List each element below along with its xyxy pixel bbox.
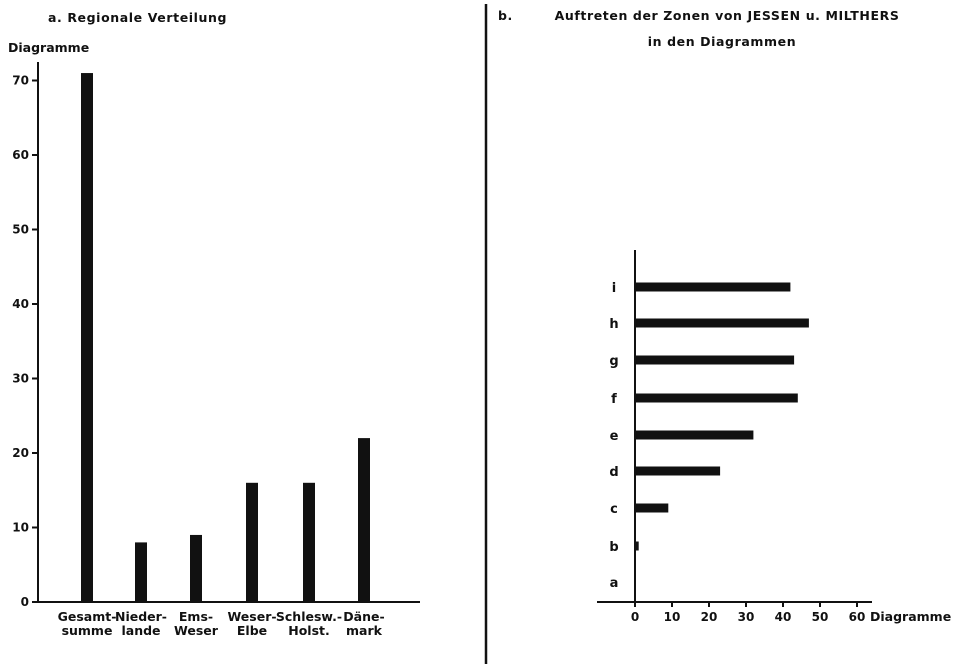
- panel-a-category-label: Nieder-: [115, 609, 167, 624]
- panel-a-category-label: Schlesw.-: [276, 609, 342, 624]
- panel-b-x-tick-label: 30: [738, 610, 755, 624]
- panel-b-bar: [635, 430, 754, 440]
- panel-b-bar: [635, 503, 669, 513]
- panel-a-bar: [135, 542, 147, 602]
- panel-b-zone-label: d: [609, 465, 618, 480]
- panel-a-category-label: mark: [346, 623, 383, 638]
- panel-b-bar: [635, 318, 809, 328]
- panel-b-x-tick-label: 60: [849, 610, 866, 624]
- panel-a: a. Regionale Verteilung Diagramme 0 10 20 3…: [8, 10, 420, 638]
- panel-a-category-label: Holst.: [288, 623, 330, 638]
- panel-b-x-tick-label: 50: [812, 610, 829, 624]
- panel-b-title: b.: [498, 8, 513, 23]
- panel-b-bar: [635, 393, 798, 403]
- panel-a-title: a. Regionale Verteilung: [48, 10, 227, 25]
- panel-a-y-tick-label: 60: [12, 148, 29, 162]
- panel-a-y-axis-label: Diagramme: [8, 40, 89, 55]
- panel-a-category-label: Gesamt-: [58, 609, 117, 624]
- panel-a-category-label: Weser: [174, 623, 219, 638]
- panel-b-bar: [635, 355, 795, 365]
- panel-b-bar: [635, 466, 721, 476]
- panel-a-y-tick-label: 50: [12, 223, 29, 237]
- panel-a-y-tick-label: 0: [21, 595, 29, 609]
- panel-b-subtitle-line-1: Auftreten der Zonen von JESSEN u. MILTHE…: [555, 8, 900, 23]
- panel-a-y-tick-label: 20: [12, 446, 29, 460]
- panel-b-zone-label: h: [609, 317, 618, 332]
- panel-a-y-tick-label: 30: [12, 372, 29, 386]
- panel-b-zone-label: c: [610, 502, 618, 517]
- panel-a-y-tick-label: 70: [12, 74, 29, 88]
- panel-a-y-tick-label: 40: [12, 297, 29, 311]
- panel-a-category-label: summe: [62, 623, 113, 638]
- panel-a-category-label: Weser-: [227, 609, 276, 624]
- panel-b-subtitle-line-2: in den Diagrammen: [648, 34, 796, 49]
- panel-b-x-tick-label: 20: [701, 610, 718, 624]
- panel-b-zone-label: g: [609, 354, 618, 369]
- panel-a-category-label: lande: [121, 623, 160, 638]
- panel-a-bar: [81, 73, 93, 603]
- panel-b: b. Auftreten der Zonen von JESSEN u. MIL…: [498, 8, 951, 624]
- panel-b-zone-label: f: [611, 392, 617, 407]
- panel-b-zone-label: i: [612, 281, 616, 296]
- panel-a-bar: [246, 482, 258, 602]
- panel-b-zone-label: a: [610, 576, 619, 591]
- panel-a-category-label: Ems-: [179, 609, 213, 624]
- panel-a-bar: [190, 534, 202, 602]
- panel-a-category-label: Däne-: [343, 609, 384, 624]
- panel-b-x-tick-label: 10: [664, 610, 681, 624]
- panel-a-bar: [358, 438, 370, 602]
- panel-a-category-label: Elbe: [237, 623, 267, 638]
- panel-a-y-tick-label: 10: [12, 521, 29, 535]
- panel-a-bar: [303, 482, 315, 602]
- panel-b-x-axis-label: Diagramme: [870, 609, 951, 624]
- panel-b-x-tick-label: 40: [775, 610, 792, 624]
- panel-b-zone-label: b: [609, 540, 618, 555]
- panel-b-bar: [635, 541, 639, 551]
- panel-b-x-tick-label: 0: [631, 610, 639, 624]
- panel-b-bar: [635, 282, 791, 292]
- panel-b-zone-label: e: [610, 429, 619, 444]
